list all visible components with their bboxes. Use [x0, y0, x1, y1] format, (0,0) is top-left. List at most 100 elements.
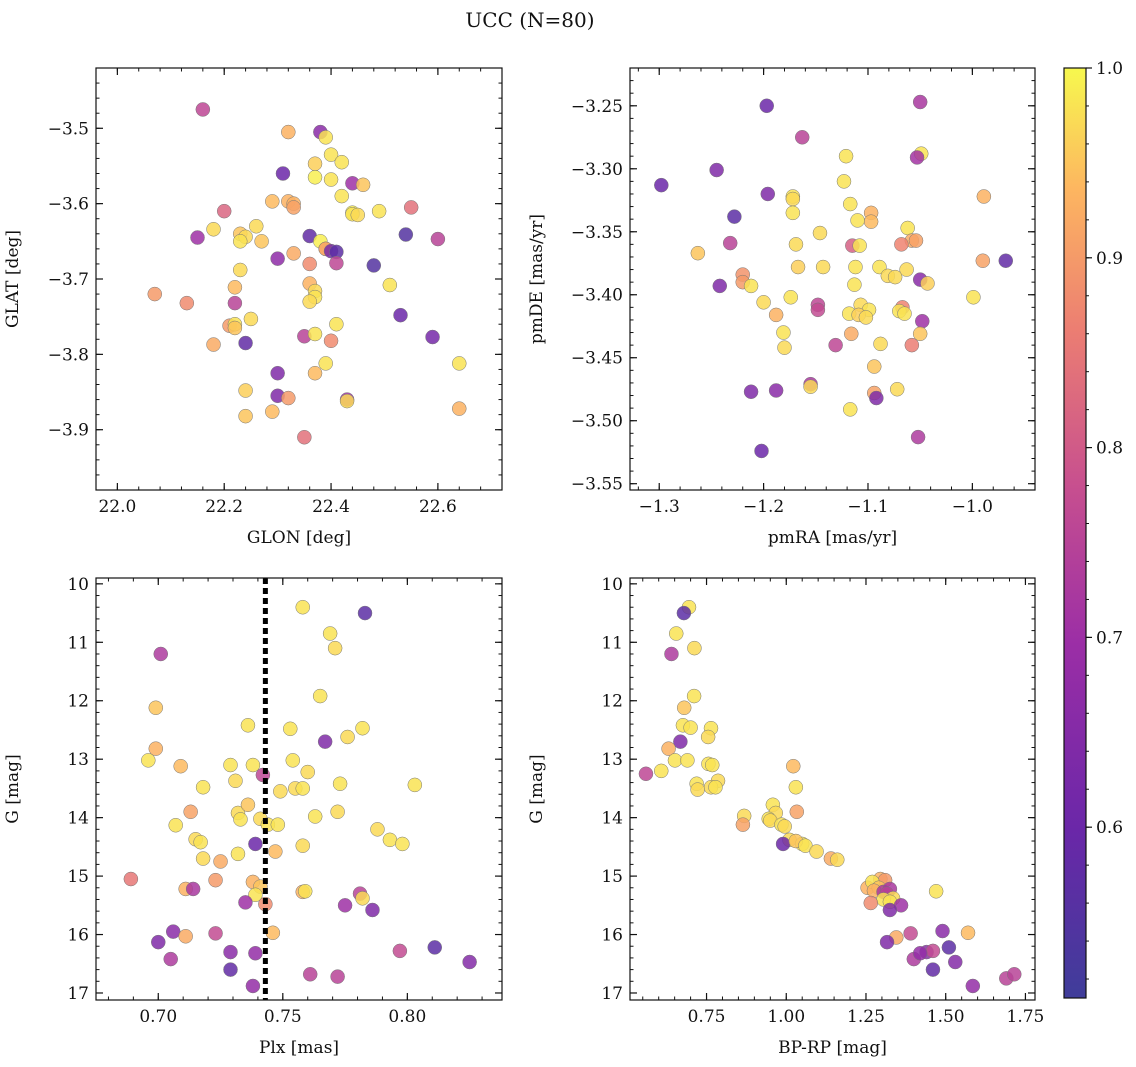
y-tick-label: 11	[67, 633, 89, 653]
data-point	[273, 784, 288, 799]
y-axis-label: pmDE [mas/yr]	[527, 214, 547, 344]
plot-frame	[629, 577, 1036, 1001]
data-point	[842, 196, 858, 212]
data-point	[941, 940, 957, 955]
data-point	[776, 325, 791, 340]
data-point	[297, 430, 312, 445]
data-point	[777, 819, 792, 834]
colorbar-tick-label: 0.9	[1096, 249, 1123, 269]
data-point	[248, 887, 263, 903]
data-point	[638, 766, 654, 782]
data-point	[785, 191, 801, 207]
data-point	[240, 797, 256, 813]
x-tick-label: 1.75	[1007, 1007, 1045, 1027]
data-point	[803, 379, 818, 394]
data-point	[232, 262, 248, 278]
data-point	[1007, 967, 1022, 982]
y-tick-label: −3.55	[571, 475, 623, 495]
data-point	[858, 310, 874, 325]
data-point	[683, 720, 698, 735]
data-point	[230, 846, 246, 862]
data-point	[393, 307, 408, 323]
data-point	[295, 781, 310, 796]
y-tick-label: 17	[601, 984, 623, 1004]
x-tick-label: 22.2	[205, 497, 243, 517]
y-tick-label: 16	[67, 926, 89, 946]
data-point	[673, 734, 688, 749]
data-point	[686, 688, 702, 704]
scatter-panel-1: 22.0 22.2 22.4 22.6 −3.5 −3.6 −3.7 −3.8 −3.9 GLON…	[3, 67, 503, 548]
x-tick-label: 0.70	[139, 1007, 177, 1027]
data-point	[915, 313, 930, 329]
x-tick-label: 1.00	[767, 1007, 805, 1027]
data-point	[838, 148, 854, 164]
data-point	[661, 741, 676, 756]
data-point	[847, 277, 862, 292]
x-axis-label: pmRA [mas/yr]	[768, 528, 897, 548]
data-point	[329, 255, 344, 271]
data-point	[863, 214, 879, 229]
y-tick-label: −3.9	[48, 421, 89, 441]
data-point	[295, 599, 310, 615]
data-point	[307, 809, 323, 824]
data-point	[900, 220, 915, 236]
data-point	[148, 741, 164, 756]
data-point	[268, 844, 283, 859]
data-point	[427, 940, 442, 955]
data-point	[153, 646, 169, 662]
data-point	[775, 836, 791, 852]
data-point	[425, 329, 440, 345]
data-point	[243, 311, 259, 327]
data-point	[248, 836, 263, 852]
data-point	[183, 804, 198, 820]
x-tick-label: −1.2	[743, 497, 784, 517]
data-point	[334, 154, 349, 170]
data-point	[709, 162, 724, 178]
data-point	[794, 130, 810, 145]
data-point	[708, 779, 723, 795]
data-point	[815, 259, 831, 275]
data-point	[286, 200, 301, 215]
data-point	[216, 203, 232, 219]
data-point	[285, 753, 301, 768]
data-point	[270, 817, 286, 832]
data-point	[810, 302, 826, 318]
data-point	[867, 359, 882, 374]
x-tick-label: −1.0	[952, 497, 993, 517]
data-point	[340, 729, 355, 745]
data-point	[873, 336, 888, 352]
y-tick-label: 16	[601, 926, 623, 946]
data-point	[887, 269, 903, 285]
data-point	[270, 365, 285, 381]
x-tick-label: 1.25	[847, 1007, 885, 1027]
data-point	[270, 251, 285, 266]
data-point	[141, 753, 156, 768]
x-axis-label: BP-RP [mag]	[778, 1038, 887, 1058]
data-point	[281, 390, 296, 406]
plot-frame	[629, 67, 1036, 491]
data-point	[382, 277, 398, 293]
data-point	[307, 156, 323, 171]
data-point	[830, 852, 845, 867]
data-point	[998, 253, 1014, 268]
data-point	[912, 94, 928, 110]
data-point	[339, 393, 355, 409]
data-point	[190, 230, 205, 245]
y-tick-label: 11	[601, 633, 623, 653]
data-point	[286, 246, 301, 261]
data-point	[912, 326, 928, 342]
data-point	[165, 924, 181, 939]
data-point	[756, 295, 771, 310]
data-point	[123, 871, 139, 887]
data-point	[676, 605, 692, 621]
data-point	[357, 605, 373, 621]
data-point	[700, 729, 716, 745]
colorbar-tick-label: 0.6	[1096, 818, 1123, 838]
data-point	[318, 130, 333, 145]
x-tick-label: 1.50	[927, 1007, 965, 1027]
data-point	[452, 356, 467, 371]
data-point	[323, 172, 339, 187]
colorbar: 0.6 0.7 0.8 0.9 1.0	[1063, 59, 1123, 999]
data-point	[179, 295, 195, 311]
